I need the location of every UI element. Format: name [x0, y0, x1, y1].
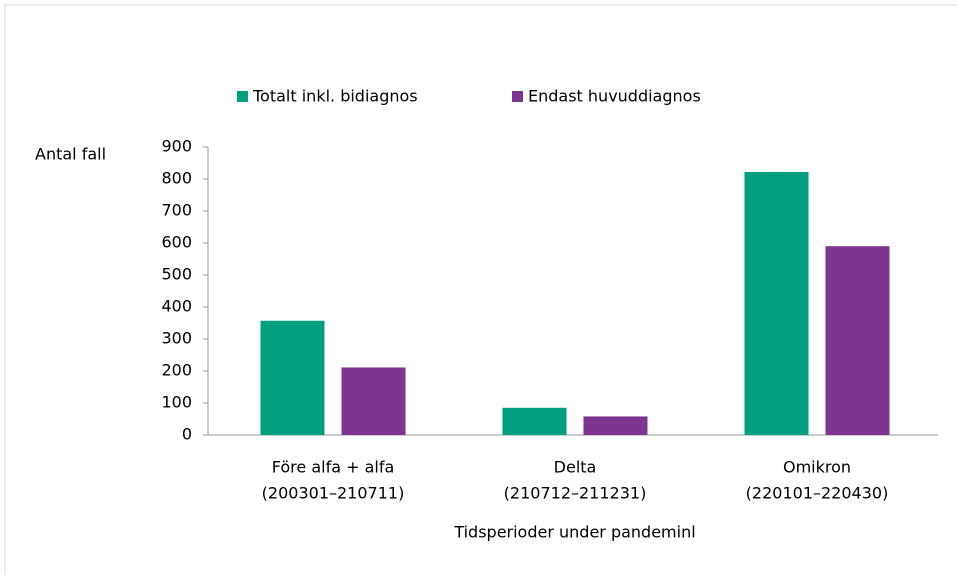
x-tick-label: (210712–211231) [504, 484, 647, 503]
bar [583, 416, 648, 435]
x-tick-label: Före alfa + alfa [272, 458, 395, 477]
bar [502, 407, 567, 435]
bar [744, 171, 809, 435]
y-tick-label: 400 [161, 297, 192, 316]
y-tick-label: 500 [161, 265, 192, 284]
x-tick-label: Delta [554, 458, 597, 477]
legend-swatch [237, 91, 248, 102]
y-tick-label: 100 [161, 393, 192, 412]
y-tick-label: 0 [182, 425, 192, 444]
legend-label: Endast huvuddiagnos [528, 87, 701, 106]
bar [260, 320, 325, 435]
legend-swatch [512, 91, 523, 102]
legend-label: Totalt inkl. bidiagnos [252, 87, 418, 106]
y-tick-label: 600 [161, 233, 192, 252]
y-tick-label: 200 [161, 361, 192, 380]
x-tick-label: (200301–210711) [262, 484, 405, 503]
x-axis-title: Tidsperioder under pandeminl [453, 523, 695, 542]
x-tick-label: (220101–220430) [746, 484, 889, 503]
frame [4, 4, 957, 575]
y-tick-label: 700 [161, 201, 192, 220]
x-tick-label: Omikron [783, 458, 851, 477]
y-tick-label: 300 [161, 329, 192, 348]
bar [825, 246, 890, 435]
y-axis-title: Antal fall [35, 145, 106, 164]
y-tick-label: 800 [161, 169, 192, 188]
y-tick-label: 900 [161, 137, 192, 156]
bar [341, 367, 406, 435]
